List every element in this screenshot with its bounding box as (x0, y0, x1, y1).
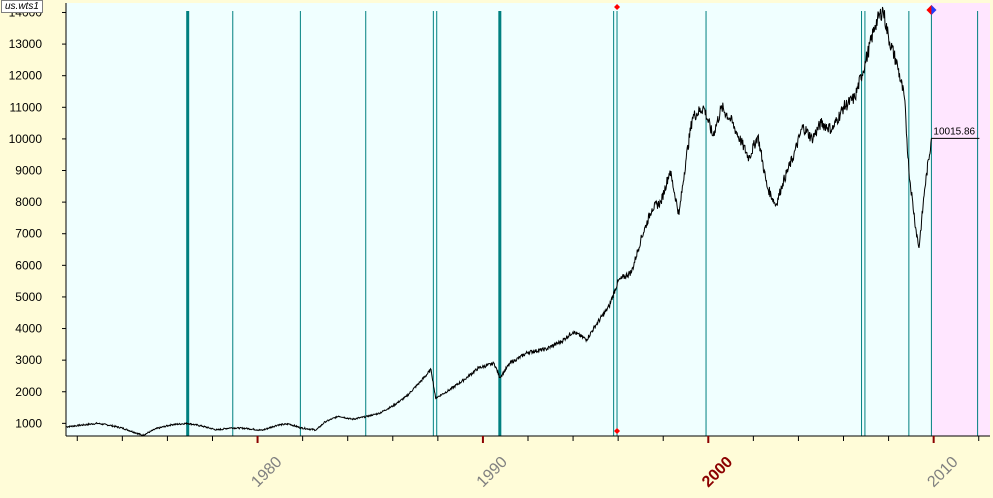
y-tick-label: 6000 (15, 258, 42, 272)
x-tick-label: 1990 (474, 454, 511, 491)
y-tick-label: 11000 (10, 100, 43, 114)
current-date-marker-inner (931, 5, 937, 15)
x-tick-label: 2010 (924, 454, 961, 491)
y-tick-label: 1000 (15, 416, 42, 430)
y-tick-label: 4000 (15, 322, 42, 336)
y-axis: 1000 2000 3000 4000 5000 6000 7000 8000 9000 1000… (9, 3, 67, 436)
y-tick-label: 7000 (15, 227, 42, 241)
markers (614, 4, 937, 434)
event-lines (186, 11, 979, 436)
red-marker-bottom (614, 428, 621, 434)
plot-background (66, 3, 990, 436)
price-line (66, 6, 932, 437)
red-marker-top (614, 4, 621, 10)
x-tick-label: 2000 (699, 454, 736, 491)
y-tick-label: 8000 (15, 195, 42, 209)
future-shade (931, 3, 990, 436)
y-tick-label: 13000 (9, 37, 43, 51)
y-tick-label: 3000 (15, 353, 42, 367)
y-tick-label: 2000 (15, 385, 42, 399)
last-value-label: 10015.86 (933, 126, 975, 137)
y-tick-label: 12000 (9, 69, 43, 83)
x-tick-label: 1980 (248, 454, 285, 491)
x-axis: 1980 1990 2000 2010 (66, 435, 990, 491)
y-tick-label: 5000 (15, 290, 42, 304)
y-tick-label: 10000 (9, 132, 43, 146)
y-tick-label: 9000 (15, 164, 42, 178)
file-name-label: us.wts1 (1, 0, 43, 13)
